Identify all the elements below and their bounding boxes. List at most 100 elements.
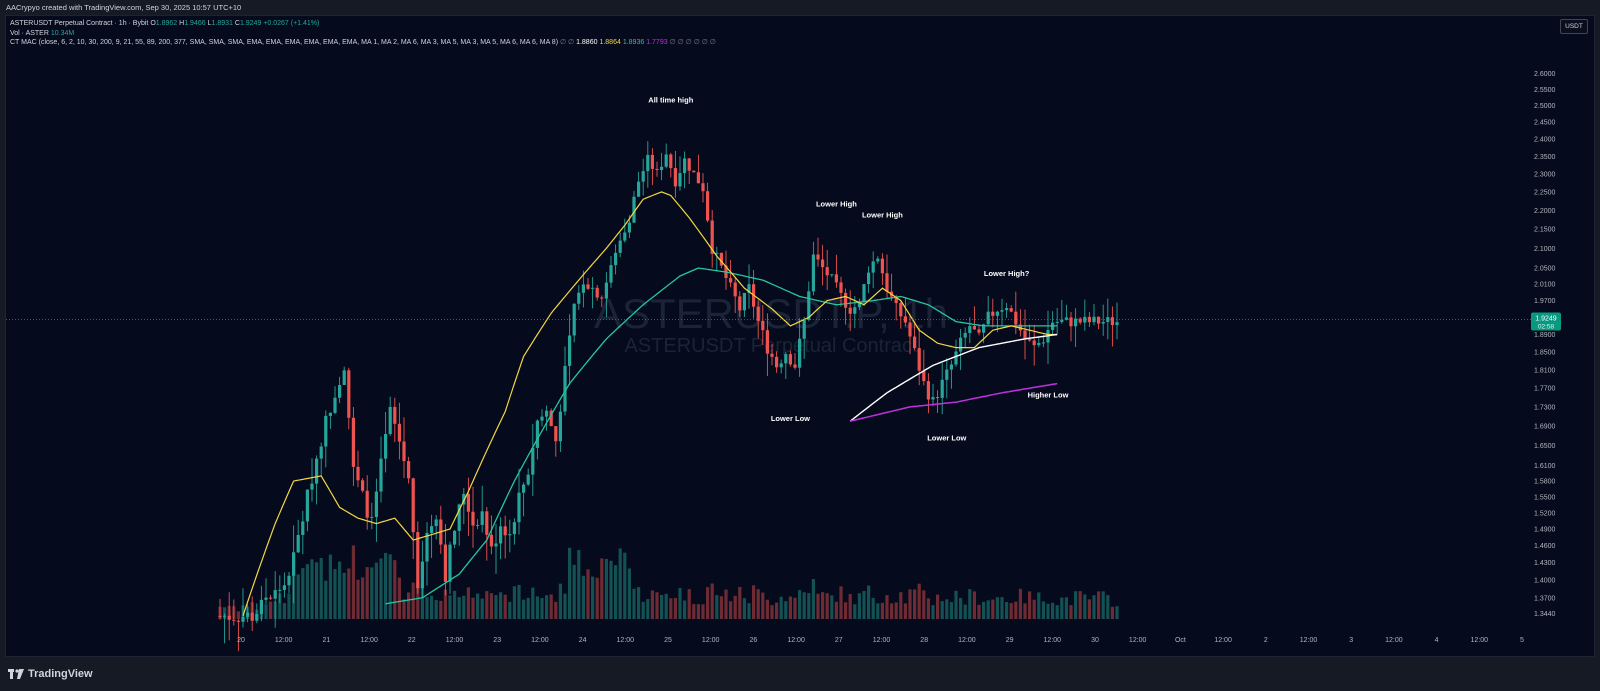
candle-body xyxy=(568,335,572,366)
candle-body xyxy=(356,466,360,481)
volume-bar xyxy=(425,597,429,619)
candle-body xyxy=(627,222,631,233)
chart-area[interactable]: ASTERUSDT.P, 1h ASTERUSDT Perpetual Contr… xyxy=(5,15,1595,657)
volume-bar xyxy=(853,604,857,619)
volume-label[interactable]: Vol · ASTER xyxy=(10,29,49,37)
volume-bar xyxy=(825,593,829,619)
mac-indicator-label[interactable]: CT MAC (close, 6, 2, 10, 30, 200, 9, 21,… xyxy=(10,39,559,46)
candle-body xyxy=(232,619,236,621)
y-axis-tick-label: 1.7300 xyxy=(1534,404,1556,411)
y-axis-tick-label: 1.3700 xyxy=(1534,595,1556,602)
volume-bar xyxy=(457,597,461,619)
candle-body xyxy=(420,561,424,589)
volume-bar xyxy=(618,548,622,619)
volume-bar xyxy=(1060,597,1064,619)
annotation-label: All time high xyxy=(648,95,693,104)
candle-body xyxy=(931,397,935,400)
candle-body xyxy=(434,519,438,527)
tradingview-logo[interactable]: TradingView xyxy=(8,668,93,680)
candle-body xyxy=(476,524,480,526)
currency-button[interactable]: USDT xyxy=(1560,19,1588,34)
y-axis-tick-label: 1.6900 xyxy=(1534,424,1556,431)
volume-bar xyxy=(1110,606,1114,619)
ma-line-white xyxy=(849,333,1058,422)
candle-body xyxy=(453,530,457,545)
candle-body xyxy=(816,254,820,260)
volume-bar xyxy=(499,592,503,619)
candle-body xyxy=(664,154,668,167)
volume-bar xyxy=(600,558,604,619)
candle-body xyxy=(600,297,604,299)
candle-body xyxy=(595,287,599,298)
volume-bar xyxy=(278,593,282,619)
volume-bar xyxy=(1014,601,1018,619)
volume-bar xyxy=(1069,605,1073,619)
candle-body xyxy=(512,522,516,535)
volume-bar xyxy=(558,583,562,619)
volume-bar xyxy=(1101,591,1105,619)
volume-bar xyxy=(568,547,572,619)
y-axis-tick-label: 2.5500 xyxy=(1534,87,1556,94)
candle-body xyxy=(1083,316,1087,323)
volume-bar xyxy=(641,601,645,619)
volume-bar xyxy=(770,605,774,619)
volume-bar xyxy=(397,577,401,619)
volume-bar xyxy=(936,594,940,619)
y-axis-tick-label: 1.7700 xyxy=(1534,386,1556,393)
close-label: C xyxy=(234,20,240,27)
volume-bar xyxy=(959,598,963,619)
candle-body xyxy=(793,364,797,368)
volume-bar xyxy=(637,587,641,619)
volume-bar xyxy=(899,592,903,619)
volume-bar xyxy=(333,569,337,619)
candle-body xyxy=(1000,310,1004,312)
volume-bar xyxy=(880,602,884,619)
candle-body xyxy=(292,552,296,576)
volume-bar xyxy=(508,601,512,619)
x-axis-tick-label: 30 xyxy=(1091,637,1099,644)
volume-bar xyxy=(706,587,710,619)
x-axis-tick-label: 12:00 xyxy=(446,637,464,644)
candle-body xyxy=(853,307,857,314)
x-axis-tick-label: 12:00 xyxy=(360,637,378,644)
candle-body xyxy=(1078,318,1082,323)
candle-body xyxy=(913,336,917,349)
open-label: O xyxy=(150,20,156,27)
volume-bar xyxy=(885,595,889,619)
candle-body xyxy=(411,478,415,533)
candle-body xyxy=(1097,316,1101,324)
volume-bar xyxy=(673,597,677,619)
candle-body xyxy=(1009,308,1013,312)
candle-body xyxy=(899,303,903,317)
candle-body xyxy=(549,410,553,427)
candle-body xyxy=(885,273,889,292)
candle-body xyxy=(223,615,227,617)
high-value: 1.9466 xyxy=(184,20,206,27)
volume-bar xyxy=(1055,605,1059,619)
candle-body xyxy=(269,597,273,599)
mac-value-1: 1.8860 xyxy=(576,39,598,46)
candle-body xyxy=(770,353,774,357)
volume-bar xyxy=(466,587,470,619)
x-axis-tick-label: 12:00 xyxy=(873,637,891,644)
candle-body xyxy=(637,181,641,197)
volume-bar xyxy=(972,591,976,619)
volume-bar xyxy=(384,552,388,619)
candle-body xyxy=(499,526,503,544)
candle-body xyxy=(384,433,388,459)
candle-body xyxy=(264,597,268,600)
candle-body xyxy=(807,291,811,320)
candle-body xyxy=(397,423,401,442)
y-axis-tick-label: 2.0500 xyxy=(1534,266,1556,273)
volume-bar xyxy=(269,601,273,619)
mac-value-2: 1.8864 xyxy=(599,39,621,46)
candle-body xyxy=(1110,317,1114,326)
candle-body xyxy=(227,615,231,620)
volume-bar xyxy=(503,594,507,619)
candle-body xyxy=(655,168,659,170)
symbol-title[interactable]: ASTERUSDT Perpetual Contract · 1h · Bybi… xyxy=(10,20,149,27)
candle-body xyxy=(995,311,999,316)
annotation-label: Lower Low xyxy=(927,434,966,443)
volume-bar xyxy=(632,588,636,619)
